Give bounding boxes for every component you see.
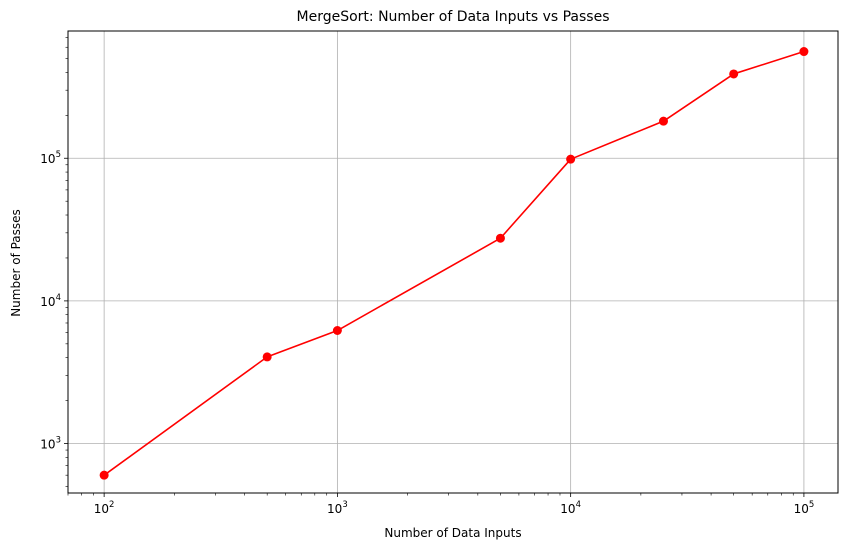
data-point-0-6	[729, 69, 739, 79]
data-point-0-5	[658, 116, 668, 126]
data-point-0-7	[799, 47, 809, 57]
chart-title: MergeSort: Number of Data Inputs vs Pass…	[297, 9, 610, 25]
data-point-0-2	[332, 326, 342, 336]
x-tick-label-2: 104	[560, 500, 581, 516]
series-line-0	[103, 50, 805, 476]
grid-lines	[68, 31, 838, 493]
tick-labels: 102 103 104 105 103 104 105	[40, 150, 814, 516]
x-axis-label: Number of Data Inputs	[384, 526, 521, 540]
y-tick-label-0: 103	[40, 436, 61, 452]
series-layer	[99, 47, 809, 480]
data-point-0-4	[566, 154, 576, 164]
y-axis-label: Number of Passes	[9, 209, 23, 317]
x-tick-label-3: 105	[794, 500, 815, 516]
data-point-0-0	[99, 470, 109, 480]
data-point-0-3	[495, 233, 505, 243]
y-tick-label-2: 105	[40, 150, 61, 166]
y-tick-label-1: 104	[40, 293, 61, 309]
x-tick-label-0: 102	[94, 500, 115, 516]
data-point-0-1	[262, 352, 272, 362]
plot-area-frame	[67, 30, 839, 494]
x-tick-label-1: 103	[327, 500, 348, 516]
major-ticks	[64, 157, 805, 497]
